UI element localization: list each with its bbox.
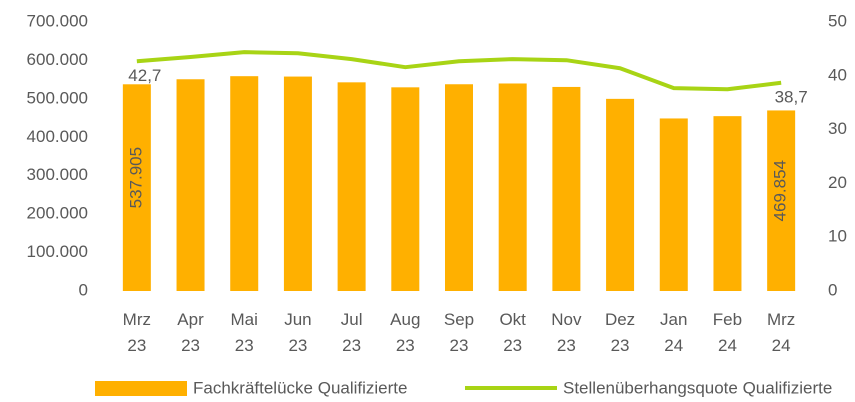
line-value-label: 38,7 [775, 87, 808, 106]
bar [659, 118, 688, 291]
legend-swatch [95, 381, 187, 396]
bar [230, 76, 259, 291]
y2-tick-label: 40 [828, 65, 847, 84]
x-tick-label: Sep 23 [443, 310, 475, 355]
bar [176, 79, 205, 291]
bar [552, 86, 581, 292]
bar [767, 110, 796, 291]
x-tick-label: Mrz 24 [766, 310, 796, 355]
x-tick-label: Jun 23 [284, 310, 312, 355]
x-tick-label: Aug 23 [390, 310, 421, 355]
y-tick-label: 200.000 [27, 204, 88, 223]
bar [606, 98, 635, 291]
y2-tick-label: 30 [828, 119, 847, 138]
y-tick-label: 0 [79, 280, 88, 299]
line-value-label: 42,7 [128, 66, 161, 85]
x-tick-label: Apr 23 [177, 310, 204, 355]
y2-tick-label: 20 [828, 173, 847, 192]
x-tick-label: Jul 23 [340, 310, 363, 355]
bar-value-label: 469.854 [771, 160, 790, 221]
x-tick-label: Feb 24 [712, 310, 743, 355]
bar [713, 116, 742, 292]
bar-value-label: 537.905 [126, 147, 145, 208]
bar [122, 84, 151, 291]
x-tick-label: Jan 24 [660, 310, 688, 355]
y-tick-label: 700.000 [27, 11, 88, 30]
x-tick-label: Okt 23 [499, 310, 526, 355]
legend-label: Stellenüberhangsquote Qualifizierte [563, 378, 832, 397]
legend-label: Fachkräftelücke Qualifizierte [193, 378, 407, 397]
x-tick-label: Nov 23 [551, 310, 582, 355]
bar [283, 76, 312, 291]
bar [391, 87, 420, 291]
x-tick-label: Mai 23 [230, 310, 258, 355]
y-tick-label: 500.000 [27, 88, 88, 107]
x-tick-label: Dez 23 [604, 310, 636, 355]
y2-tick-label: 50 [828, 11, 847, 30]
y-tick-label: 100.000 [27, 242, 88, 261]
y2-tick-label: 10 [828, 227, 847, 246]
x-tick-label: Mrz 23 [122, 310, 151, 355]
y-tick-label: 300.000 [27, 165, 88, 184]
bar [445, 84, 473, 291]
line [136, 50, 782, 92]
bar [337, 82, 366, 291]
y-tick-label: 400.000 [27, 127, 88, 146]
y2-tick-label: 0 [828, 280, 837, 299]
bar [498, 83, 527, 291]
y-tick-label: 600.000 [27, 50, 88, 69]
